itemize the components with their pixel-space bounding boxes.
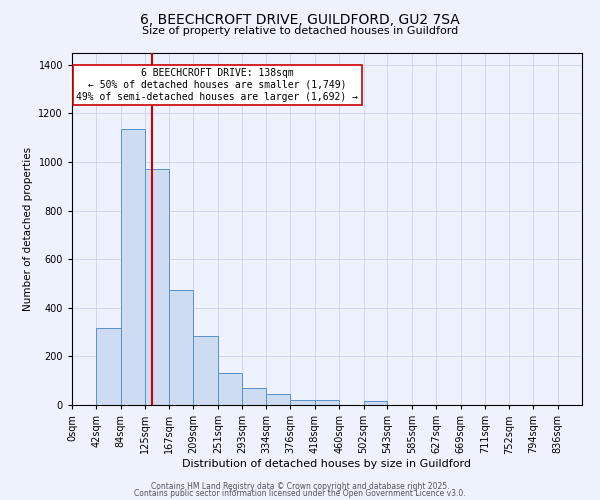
Text: Size of property relative to detached houses in Guildford: Size of property relative to detached ho…	[142, 26, 458, 36]
Bar	[315, 400, 339, 405]
X-axis label: Distribution of detached houses by size in Guildford: Distribution of detached houses by size …	[182, 459, 472, 469]
Bar	[364, 402, 388, 405]
Bar	[218, 374, 242, 405]
Text: Contains public sector information licensed under the Open Government Licence v3: Contains public sector information licen…	[134, 489, 466, 498]
Y-axis label: Number of detached properties: Number of detached properties	[23, 146, 33, 311]
Bar	[266, 394, 290, 405]
Text: 6, BEECHCROFT DRIVE, GUILDFORD, GU2 7SA: 6, BEECHCROFT DRIVE, GUILDFORD, GU2 7SA	[140, 12, 460, 26]
Bar	[169, 290, 193, 405]
Bar	[121, 129, 145, 405]
Text: Contains HM Land Registry data © Crown copyright and database right 2025.: Contains HM Land Registry data © Crown c…	[151, 482, 449, 491]
Bar	[145, 169, 169, 405]
Bar	[193, 336, 218, 405]
Bar	[290, 400, 315, 405]
Bar	[97, 328, 121, 405]
Text: 6 BEECHCROFT DRIVE: 138sqm
← 50% of detached houses are smaller (1,749)
49% of s: 6 BEECHCROFT DRIVE: 138sqm ← 50% of deta…	[76, 68, 358, 102]
Bar	[242, 388, 266, 405]
